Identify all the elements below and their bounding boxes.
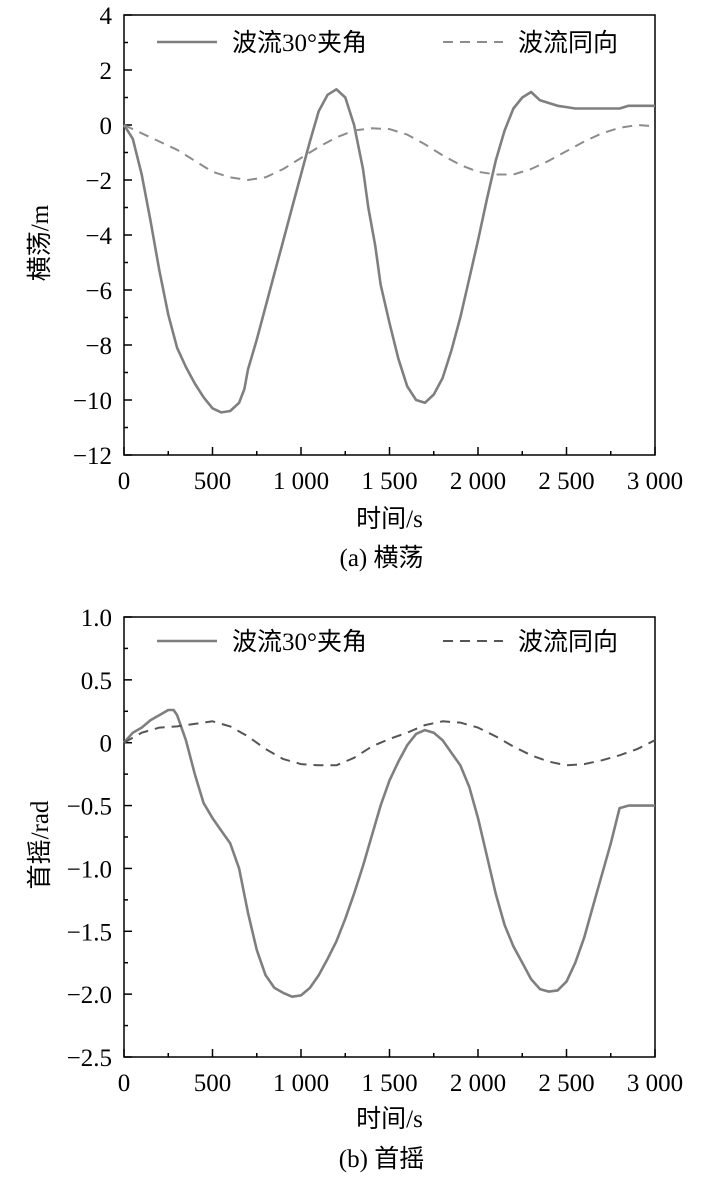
- x-tick-label: 2 000: [450, 468, 506, 495]
- y-tick-label: −2.0: [67, 982, 112, 1009]
- y-tick-label: −4: [85, 223, 112, 250]
- x-axis-title: 时间/s: [356, 505, 423, 533]
- y-tick-label: −2.5: [67, 1045, 112, 1072]
- y-tick-label: 0.5: [81, 668, 112, 695]
- y-tick-label: 0: [100, 113, 113, 140]
- y-tick-label: −8: [85, 333, 112, 360]
- legend-label-1: 波流30°夹角: [232, 29, 367, 57]
- x-tick-label: 2 500: [538, 1070, 594, 1097]
- chart-yaw: 0 500 1 000 1 500 2 000 2 500 3 000 −2.5 −2.0 −1.…: [26, 605, 683, 1173]
- x-axis-title: 时间/s: [356, 1105, 423, 1133]
- y-axis-title: 首摇/rad: [26, 800, 54, 889]
- series-line-2: [123, 720, 656, 767]
- x-tick-label: 1 000: [273, 1070, 329, 1097]
- y-tick-label: 1.0: [81, 605, 112, 632]
- y-tick-label: −2: [85, 168, 112, 195]
- y-tick-label: −6: [85, 278, 112, 305]
- chart-surge: 0 500 1 000 1 500 2 000 2 500 3 000 −12 −10 −8 −6 −…: [26, 3, 683, 572]
- figure-caption: (a) 横荡: [340, 544, 424, 572]
- legend-label-2: 波流同向: [518, 29, 618, 57]
- figure-caption: (b) 首摇: [339, 1145, 424, 1173]
- x-tick-label: 1 500: [361, 1070, 417, 1097]
- y-tick-label: 2: [100, 58, 113, 85]
- y-tick-label: 0: [100, 731, 113, 758]
- y-tick-label: −10: [73, 388, 112, 415]
- x-tick-label: 0: [118, 1070, 131, 1097]
- series-line-1: [123, 708, 655, 998]
- x-tick-label: 3 000: [627, 468, 683, 495]
- x-tick-label: 1 500: [361, 468, 417, 495]
- series-line-1: [122, 88, 655, 414]
- x-tick-label: 0: [118, 468, 131, 495]
- y-tick-label: −1.0: [67, 856, 112, 883]
- x-tick-label: 1 000: [273, 468, 329, 495]
- legend-label-1: 波流30°夹角: [232, 628, 367, 656]
- y-tick-label: −12: [73, 443, 112, 470]
- x-tick-label: 500: [194, 468, 232, 495]
- y-tick-label: −1.5: [67, 919, 112, 946]
- plot-frame: [123, 14, 656, 456]
- y-tick-label: 4: [100, 3, 113, 30]
- plot-frame: [123, 616, 656, 1058]
- x-tick-label: 2 500: [538, 468, 594, 495]
- x-tick-label: 2 000: [450, 1070, 506, 1097]
- legend-label-2: 波流同向: [518, 628, 618, 656]
- x-tick-label: 500: [194, 1070, 232, 1097]
- x-tick-label: 3 000: [627, 1070, 683, 1097]
- y-axis-title: 横荡/m: [26, 204, 54, 281]
- y-tick-label: −0.5: [67, 794, 112, 821]
- series-line-2: [123, 124, 656, 181]
